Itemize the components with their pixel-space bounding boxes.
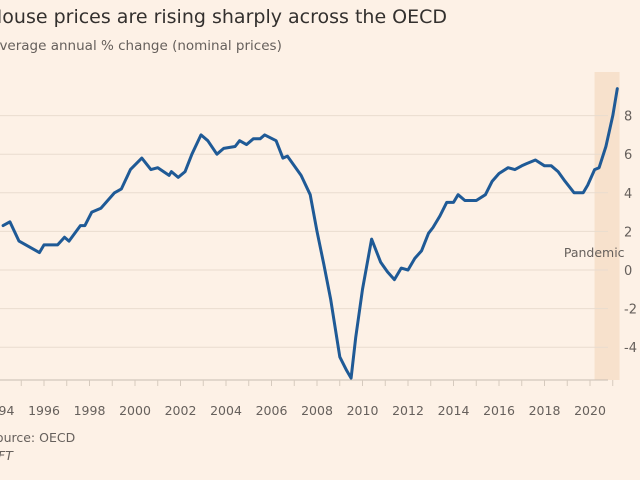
x-tick-label: 2006 — [256, 403, 288, 418]
x-tick-label: 2008 — [301, 403, 333, 418]
x-tick-label: 2012 — [392, 403, 424, 418]
source-note: Source: OECD — [0, 430, 76, 445]
x-tick-label: 2010 — [347, 403, 379, 418]
y-tick-label: -4 — [624, 341, 637, 356]
x-tick-label: 1994 — [0, 403, 14, 418]
y-tick-label: -2 — [624, 303, 637, 318]
x-tick-label: 2020 — [574, 403, 606, 418]
x-tick-label: 2014 — [438, 403, 470, 418]
y-tick-label: 0 — [624, 264, 632, 279]
x-tick-label: 2002 — [165, 403, 197, 418]
chart-subtitle: Average annual % change (nominal prices) — [0, 38, 282, 54]
x-tick-label: 2018 — [529, 403, 561, 418]
pandemic-band — [594, 72, 620, 380]
x-tick-label: 2004 — [210, 403, 242, 418]
x-tick-label: 2000 — [119, 403, 151, 418]
y-tick-label: 4 — [624, 187, 632, 202]
publisher-note: FT — [0, 448, 13, 463]
y-tick-label: 6 — [624, 148, 632, 163]
pandemic-label: Pandemic — [564, 245, 625, 260]
series-line — [1, 87, 619, 380]
x-tick-label: 2016 — [483, 403, 515, 418]
y-tick-label: 8 — [624, 110, 632, 125]
x-tick-label: 1996 — [28, 403, 60, 418]
chart-title: House prices are rising sharply across t… — [0, 6, 448, 28]
x-tick-label: 1998 — [74, 403, 106, 418]
y-tick-label: 2 — [624, 225, 632, 240]
